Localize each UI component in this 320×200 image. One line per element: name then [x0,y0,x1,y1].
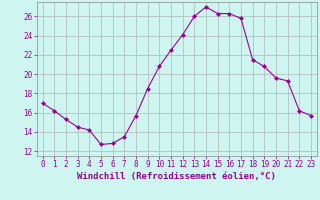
X-axis label: Windchill (Refroidissement éolien,°C): Windchill (Refroidissement éolien,°C) [77,172,276,181]
